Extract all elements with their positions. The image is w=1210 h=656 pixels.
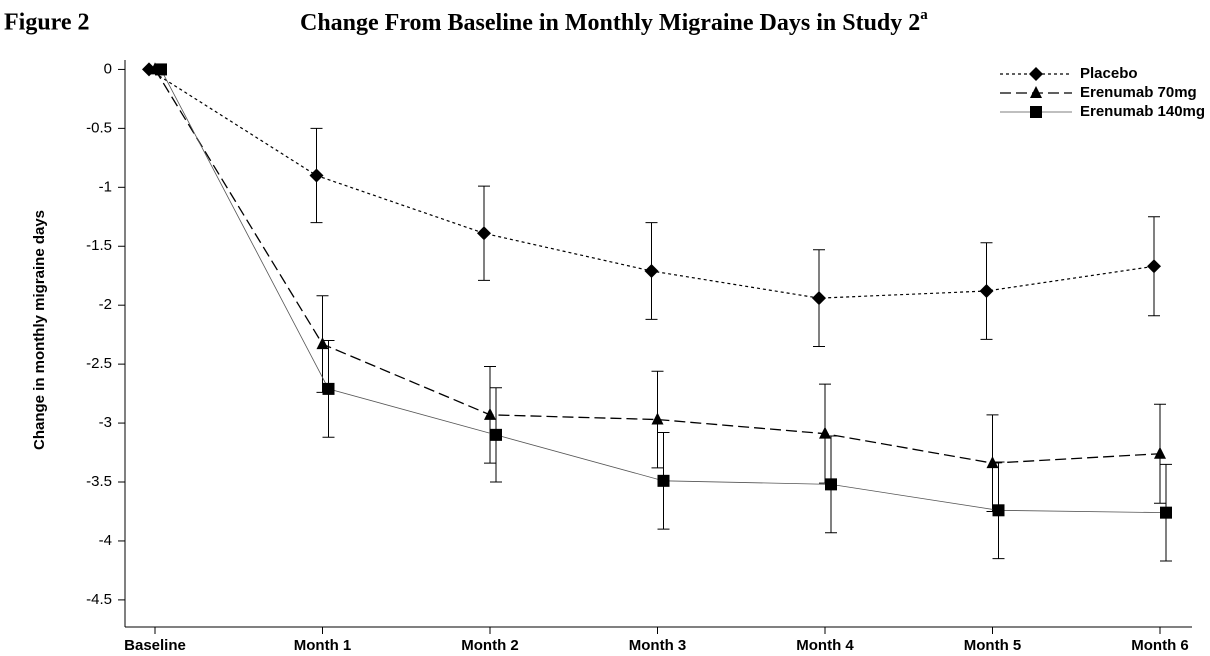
data-point [316,337,329,350]
x-tick-label: Month 6 [1131,637,1189,654]
data-point [812,291,826,306]
title-main: Change From Baseline in Monthly Migraine… [300,10,920,36]
y-tick-label: -3.5 [86,473,112,490]
data-point [651,412,664,425]
data-point [1154,446,1166,459]
y-axis-label: Change in monthly migraine days [31,210,48,450]
y-tick-label: -4 [99,532,112,549]
x-tick-label: Month 1 [294,637,352,654]
data-point [1160,506,1172,519]
figure-label: Figure 2 [4,10,90,36]
y-tick-label: -1.5 [86,237,112,254]
legend-marker [1029,67,1043,81]
data-point [477,226,491,241]
data-point [484,407,496,420]
legend-label: Erenumab 140mg [1080,103,1205,120]
data-point [309,168,324,183]
legend-label: Erenumab 70mg [1080,84,1197,101]
x-tick-label: Month 3 [629,637,687,654]
data-point [644,264,659,279]
data-point [979,284,994,299]
y-tick-label: -3 [99,414,112,431]
data-point [155,63,167,76]
y-tick-label: -0.5 [86,119,112,136]
legend-marker [1030,86,1042,98]
data-point [490,428,502,441]
x-tick-label: Month 4 [796,637,854,654]
y-tick-label: -2.5 [86,355,112,372]
chart-title: Change From Baseline in Monthly Migraine… [300,7,928,35]
legend-marker [1030,106,1042,118]
title-superscript: a [920,7,928,23]
data-point [825,478,837,491]
data-point [992,504,1005,517]
y-tick-label: -4.5 [86,591,112,608]
x-tick-label: Month 5 [964,637,1022,654]
data-point [657,474,670,487]
x-tick-label: Baseline [124,637,186,654]
data-point [1147,259,1161,274]
y-tick-label: 0 [104,60,112,77]
y-tick-label: -1 [99,178,112,195]
data-point [322,382,335,395]
y-tick-label: -2 [99,296,112,313]
legend-label: Placebo [1080,65,1138,82]
x-tick-label: Month 2 [461,637,519,654]
